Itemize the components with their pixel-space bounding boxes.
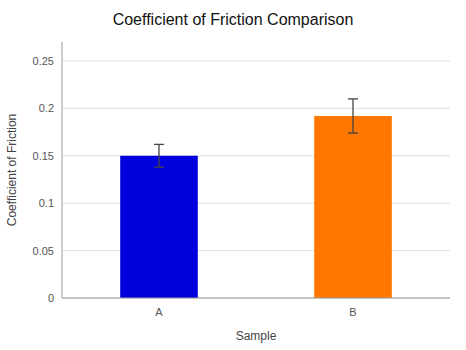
y-tick-label: 0 [48,292,54,304]
error-cap [154,144,164,145]
grid-line [62,60,450,61]
bar [314,116,392,298]
y-tick-label: 0.1 [39,197,54,209]
grid [62,61,450,298]
marks [120,99,392,298]
y-tick-label: 0.05 [33,245,54,257]
x-tick-label: A [155,306,163,318]
y-tick-label: 0.2 [39,102,54,114]
y-tick-label: 0.25 [33,55,54,67]
error-cap [348,98,358,99]
error-cap [154,167,164,168]
grid-line [62,108,450,109]
x-tick-label: B [349,306,356,318]
error-cap [348,132,358,133]
error-stem [158,144,159,167]
chart-container: 0 0.05 0.1 0.15 0.2 0.25 A B Coefficient of Fric… [0,0,466,350]
x-axis-label: Sample [236,329,277,343]
y-tick-label: 0.15 [33,150,54,162]
error-stem [352,99,353,133]
bar [120,156,198,298]
grid-line [62,298,450,299]
x-axis-line [62,298,450,299]
error-bar [348,99,358,133]
error-bar [154,144,164,167]
chart-svg: 0 0.05 0.1 0.15 0.2 0.25 A B Coefficient of Fric… [0,0,466,350]
y-axis-line [62,42,63,298]
y-axis-label: Coefficient of Friction [5,114,19,227]
title: Coefficient of Friction Comparison [113,11,354,28]
